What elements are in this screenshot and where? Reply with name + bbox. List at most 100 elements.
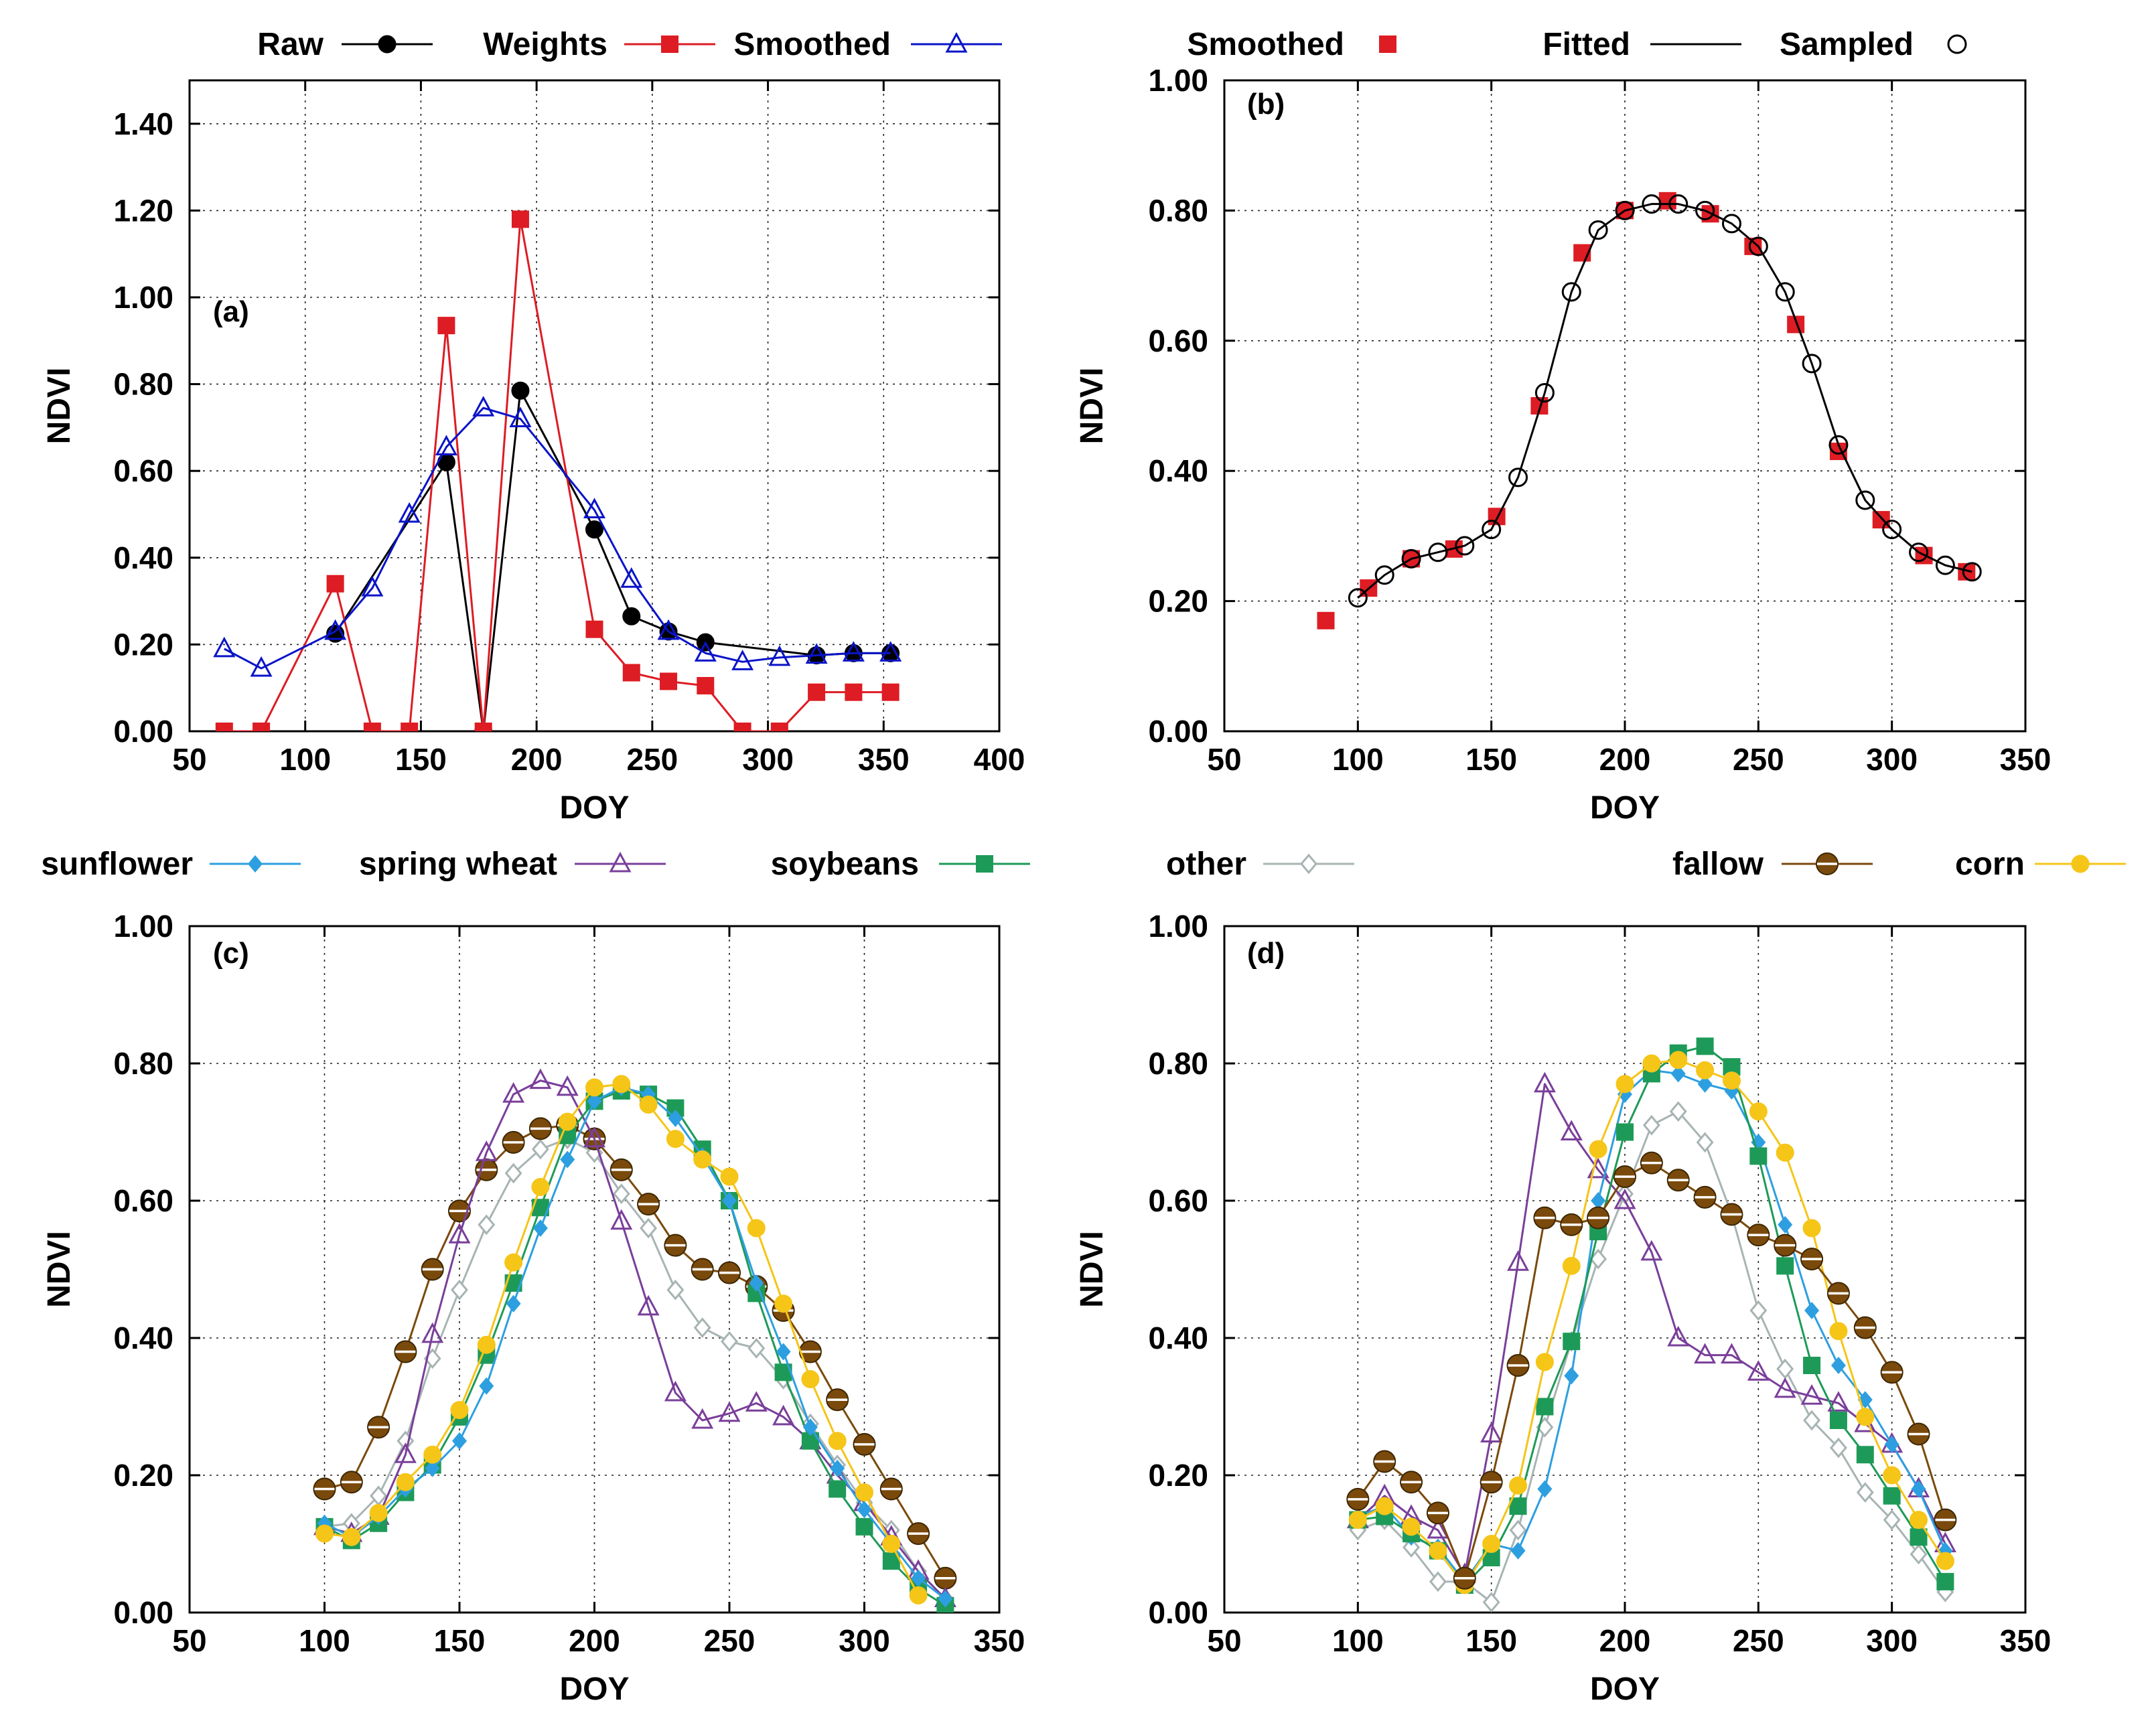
legend-label: spring wheat bbox=[359, 846, 557, 882]
point-smoothed bbox=[694, 641, 717, 662]
point-weights bbox=[622, 664, 640, 682]
point-sunflower bbox=[857, 1501, 872, 1519]
point-corn bbox=[1829, 1322, 1848, 1341]
point-smoothed bbox=[805, 643, 828, 664]
point-fallow bbox=[718, 1261, 741, 1284]
point-sunflower bbox=[587, 1092, 602, 1110]
point-soybeans bbox=[1910, 1528, 1928, 1546]
x-tick-label: 200 bbox=[1599, 742, 1651, 777]
y-tick-label: 0.40 bbox=[113, 1321, 173, 1355]
point-corn bbox=[369, 1503, 388, 1522]
point-sampled bbox=[1642, 194, 1662, 214]
point-corn bbox=[315, 1524, 334, 1543]
point-sampled bbox=[1882, 520, 1902, 540]
point-sunflower bbox=[1804, 1302, 1820, 1319]
point-corn bbox=[828, 1432, 847, 1450]
point-other bbox=[1696, 1132, 1714, 1153]
y-tick-label: 0.20 bbox=[1148, 584, 1208, 619]
point-weights bbox=[511, 210, 529, 228]
point-corn bbox=[558, 1112, 577, 1131]
x-tick-label: 350 bbox=[974, 1623, 1025, 1658]
point-sampled bbox=[1508, 467, 1528, 488]
point-weights bbox=[474, 723, 492, 731]
point-sunflower bbox=[1670, 1065, 1686, 1083]
point-sampled bbox=[1534, 383, 1555, 403]
point-smoothed bbox=[657, 619, 680, 640]
point-sunflower bbox=[722, 1192, 737, 1209]
point-weights bbox=[733, 723, 751, 731]
panel-tag: (a) bbox=[213, 295, 249, 328]
point-other bbox=[478, 1214, 496, 1236]
y-tick-label: 0.80 bbox=[113, 367, 173, 402]
point-smoothed bbox=[879, 641, 902, 662]
point-other bbox=[1829, 1437, 1847, 1459]
point-corn bbox=[612, 1075, 631, 1094]
point-corn bbox=[747, 1219, 766, 1238]
legend-marker bbox=[1379, 35, 1396, 53]
point-sunflower bbox=[776, 1343, 791, 1361]
legend-marker bbox=[661, 35, 678, 53]
point-smoothed bbox=[472, 396, 495, 417]
point-soybeans bbox=[1803, 1357, 1821, 1374]
legend-marker bbox=[609, 851, 632, 873]
series-fitted bbox=[1357, 203, 1972, 599]
panel-b: 50 100 150 200 250 300 350 0.00 0.20 0.40 0.60 0.80… bbox=[1074, 27, 2051, 826]
point-fallow bbox=[1613, 1165, 1636, 1189]
point-fallow bbox=[1693, 1185, 1717, 1209]
point-sunflower bbox=[1510, 1542, 1526, 1560]
point-sunflower bbox=[506, 1294, 521, 1313]
y-tick-label: 0.20 bbox=[113, 627, 173, 662]
point-corn bbox=[1802, 1219, 1821, 1238]
y-tick-label: 0.80 bbox=[113, 1046, 173, 1081]
point-soybeans bbox=[1563, 1333, 1581, 1351]
point-sunflower bbox=[452, 1432, 467, 1450]
point-corn bbox=[1883, 1466, 1901, 1485]
point-other bbox=[504, 1163, 522, 1184]
point-fallow bbox=[340, 1471, 363, 1494]
x-tick-label: 300 bbox=[1866, 742, 1918, 777]
point-corn bbox=[1375, 1497, 1394, 1515]
legend-label: Raw bbox=[257, 27, 324, 62]
point-spring_wheat bbox=[745, 1391, 768, 1412]
point-corn bbox=[450, 1401, 469, 1420]
legend-marker bbox=[1300, 853, 1317, 875]
point-soybeans bbox=[1936, 1572, 1954, 1590]
y-tick-label: 0.60 bbox=[1148, 323, 1208, 358]
point-corn bbox=[1562, 1256, 1581, 1275]
point-spring_wheat bbox=[718, 1401, 741, 1422]
line-smoothed bbox=[224, 406, 891, 670]
point-corn bbox=[1589, 1140, 1607, 1159]
legend-marker bbox=[945, 31, 968, 53]
x-tick-label: 100 bbox=[279, 742, 331, 777]
point-sampled bbox=[1348, 588, 1368, 608]
point-sunflower bbox=[532, 1219, 548, 1237]
y-tick-label: 0.00 bbox=[113, 1595, 173, 1630]
point-fallow bbox=[1560, 1213, 1583, 1236]
point-sunflower bbox=[668, 1110, 683, 1127]
y-tick-label: 0.80 bbox=[1148, 1046, 1208, 1081]
plot-frame bbox=[188, 79, 1001, 733]
point-other bbox=[451, 1279, 468, 1300]
point-corn bbox=[1509, 1476, 1528, 1495]
series-smoothed bbox=[213, 396, 902, 677]
point-sunflower bbox=[425, 1459, 440, 1477]
point-soybeans bbox=[1696, 1037, 1714, 1055]
y-axis-label: NDVI bbox=[42, 1231, 77, 1308]
legend-d: other fallow corn bbox=[1166, 846, 2126, 882]
point-sampled bbox=[1748, 236, 1768, 256]
x-tick-label: 300 bbox=[839, 1623, 890, 1658]
x-tick-label: 50 bbox=[172, 1623, 206, 1658]
point-fallow bbox=[1853, 1316, 1877, 1339]
point-fallow bbox=[907, 1522, 930, 1546]
point-smoothed bbox=[1317, 611, 1335, 629]
point-other bbox=[1482, 1592, 1500, 1613]
point-corn bbox=[1348, 1511, 1367, 1529]
point-corn bbox=[882, 1535, 901, 1553]
y-tick-label: 0.60 bbox=[113, 1183, 173, 1218]
point-other bbox=[666, 1279, 685, 1300]
point-soybeans bbox=[1856, 1446, 1874, 1464]
y-tick-label: 1.00 bbox=[1148, 63, 1208, 98]
x-tick-label: 250 bbox=[626, 742, 678, 777]
y-tick-label: 0.40 bbox=[113, 540, 173, 575]
